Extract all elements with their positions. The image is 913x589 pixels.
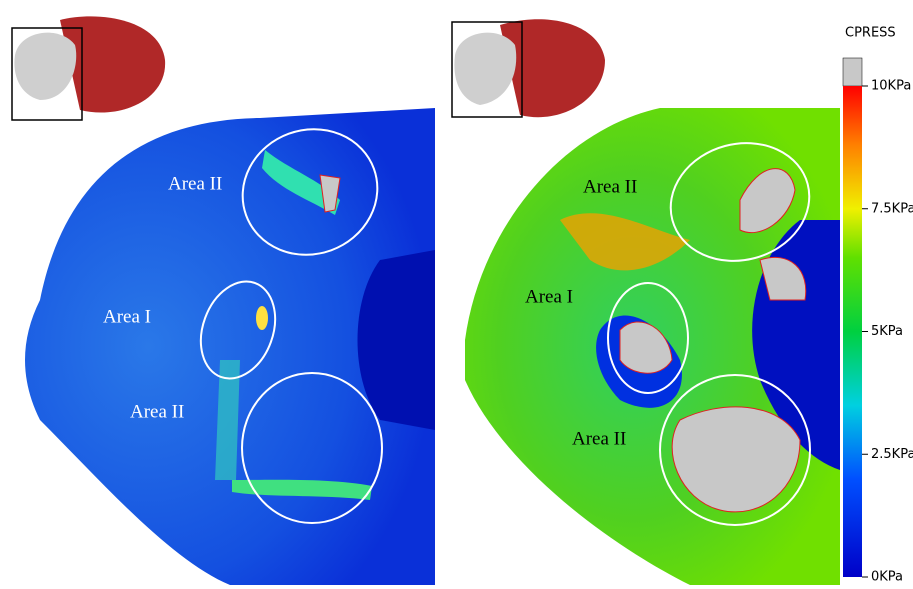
area-label: Area I — [525, 286, 573, 307]
colorbar-label: 5KPa — [871, 324, 903, 339]
right-inset — [452, 19, 605, 117]
area-label: Area II — [572, 428, 626, 449]
area-label: Area II — [583, 176, 637, 197]
colorbar-label: 7.5KPa — [871, 201, 913, 216]
left-contour — [25, 108, 435, 585]
colorbar-title: CPRESS — [845, 26, 896, 41]
left-inset — [12, 16, 165, 120]
colorbar-top — [843, 58, 862, 86]
figure: Area II Area I Area II Area II Area I Ar… — [0, 0, 913, 589]
right-contour — [465, 108, 840, 585]
colorbar-label: 10KPa — [871, 79, 911, 94]
colorbar-label: 2.5KPa — [871, 447, 913, 462]
colorbar — [843, 86, 862, 577]
area-label: Area II — [130, 401, 184, 422]
area-label: Area I — [103, 306, 151, 327]
area-label: Area II — [168, 173, 222, 194]
colorbar-label: 0KPa — [871, 570, 903, 585]
